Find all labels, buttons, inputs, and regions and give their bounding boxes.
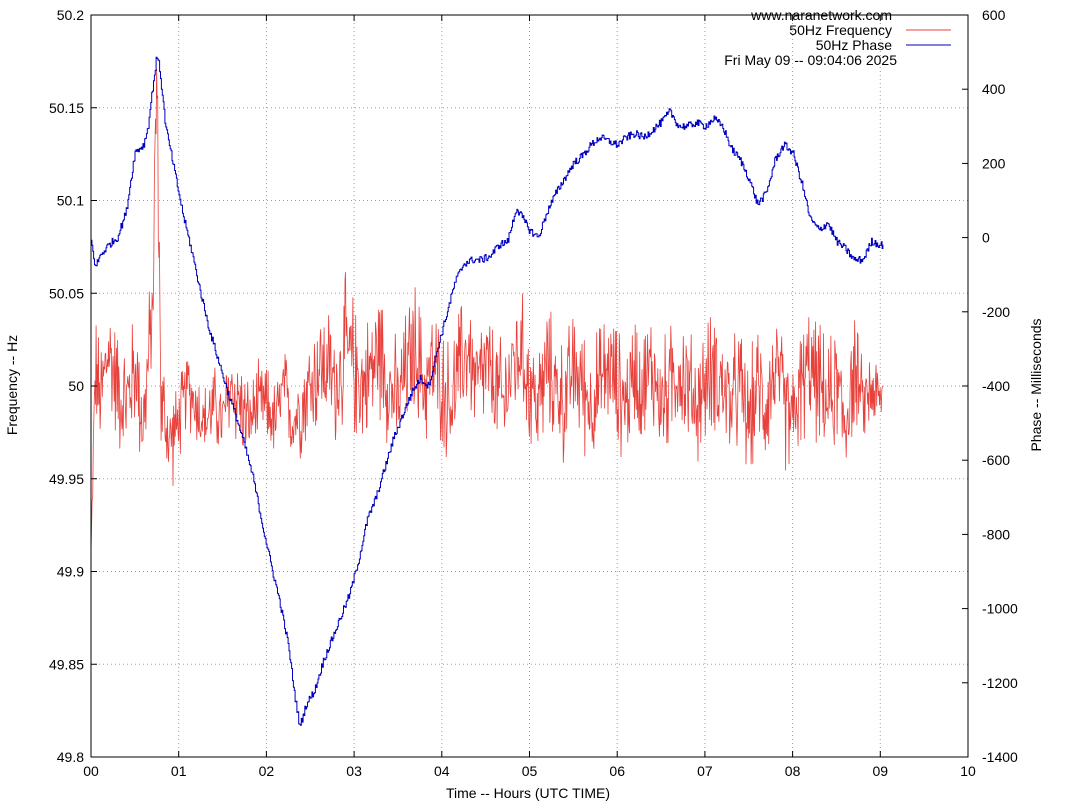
x-tick-label: 09 [873, 763, 889, 779]
y2-tick-label: -600 [982, 452, 1010, 468]
y-tick-label: 49.9 [57, 564, 84, 580]
y2-tick-label: 0 [982, 230, 990, 246]
y-tick-label: 49.85 [49, 656, 84, 672]
axis-ticks: 00 01 02 03 04 05 06 07 08 09 10 49.8 49.85 49.9 49.95… [49, 7, 1018, 779]
y-tick-label: 50.2 [57, 7, 84, 23]
frequency-series-line [90, 68, 884, 554]
y2-tick-label: 600 [982, 7, 1006, 23]
y2-tick-label: 200 [982, 155, 1006, 171]
x-tick-label: 06 [609, 763, 625, 779]
legend: www.naranetwork.com 50Hz Frequency 50Hz … [724, 7, 951, 68]
x-tick-label: 00 [83, 763, 99, 779]
legend-label-frequency: 50Hz Frequency [789, 22, 892, 38]
y2-axis-title: Phase -- Milliseconds [1028, 318, 1044, 451]
chart-timestamp: Fri May 09 -- 09:04:06 2025 [724, 52, 897, 68]
x-tick-label: 05 [522, 763, 538, 779]
legend-label-phase: 50Hz Phase [816, 37, 892, 53]
y2-tick-label: -200 [982, 304, 1010, 320]
x-axis-title: Time -- Hours (UTC TIME) [446, 785, 610, 801]
y2-tick-label: -1200 [982, 675, 1018, 691]
y-tick-label: 49.95 [49, 471, 84, 487]
data-series [90, 56, 884, 726]
chart-title: www.naranetwork.com [750, 7, 892, 23]
phase-series-line [91, 56, 884, 726]
y2-tick-label: -1000 [982, 601, 1018, 617]
x-tick-label: 02 [259, 763, 275, 779]
y2-tick-label: 400 [982, 81, 1006, 97]
y2-tick-label: -400 [982, 378, 1010, 394]
x-tick-label: 03 [346, 763, 362, 779]
x-tick-label: 10 [960, 763, 976, 779]
y2-tick-label: -800 [982, 526, 1010, 542]
y-tick-label: 50.15 [49, 100, 84, 116]
y2-tick-label: -1400 [982, 749, 1018, 765]
x-tick-label: 08 [785, 763, 801, 779]
x-tick-label: 04 [434, 763, 450, 779]
y-axis-title: Frequency -- Hz [4, 335, 20, 435]
x-tick-label: 01 [171, 763, 187, 779]
x-tick-label: 07 [697, 763, 713, 779]
y-tick-label: 49.8 [57, 749, 84, 765]
y-tick-label: 50.05 [49, 285, 84, 301]
y-tick-label: 50.1 [57, 193, 84, 209]
y-tick-label: 50 [68, 378, 84, 394]
